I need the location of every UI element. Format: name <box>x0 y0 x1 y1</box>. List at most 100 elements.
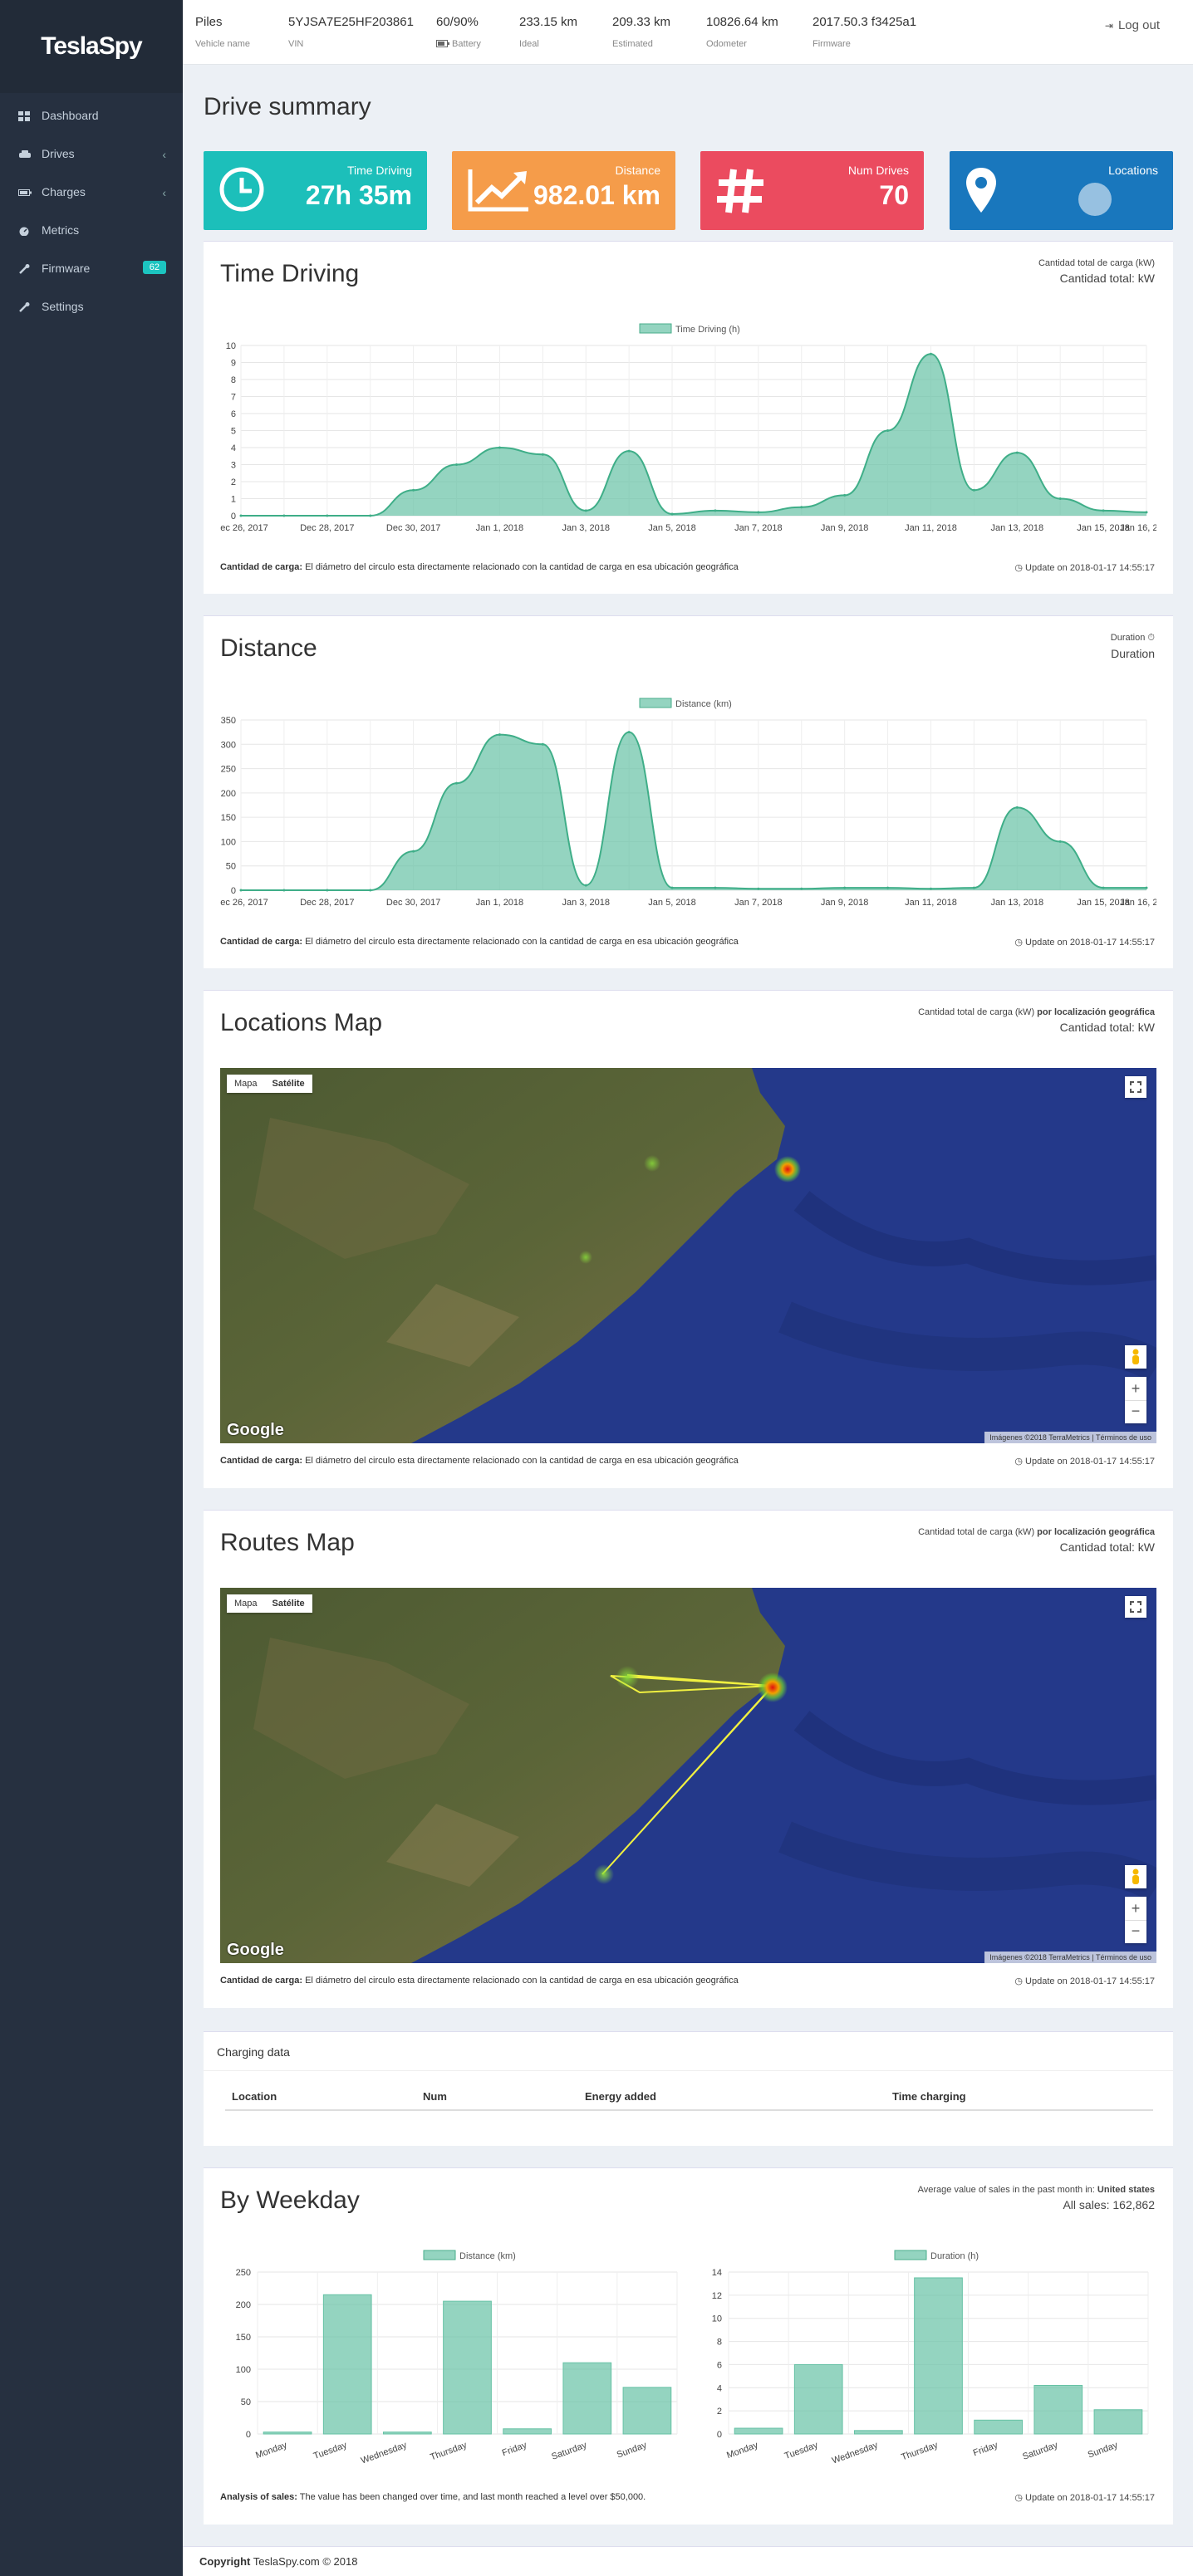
logout-label: Log out <box>1117 18 1160 32</box>
legend-label: Distance (km) <box>675 699 732 709</box>
zoom-in-button[interactable]: + <box>1131 1900 1141 1917</box>
clock-icon: ◷ <box>1014 563 1026 573</box>
column-header-num[interactable]: Num <box>416 2084 578 2111</box>
data-point <box>670 512 674 516</box>
distance-chart: Distance (km) 0 50 100 150 200 250 300 350 Dec 26… <box>220 698 1156 908</box>
sidebar-item-dashboard[interactable]: Dashboard <box>0 96 183 135</box>
data-point <box>369 889 372 892</box>
sidebar-item-drives[interactable]: Drives ‹ <box>0 135 183 173</box>
fullscreen-button[interactable] <box>1125 1596 1146 1618</box>
pegman-icon <box>1132 1868 1139 1884</box>
card-header-divider <box>204 2070 1173 2071</box>
data-point <box>282 514 286 517</box>
ideal-range-value: 233.15 km <box>519 15 578 29</box>
data-point <box>929 352 932 355</box>
kpi-value: 27h 35m <box>305 180 412 210</box>
satellite-button[interactable]: Satélite <box>272 1079 305 1089</box>
y-tick-label: 0 <box>246 2430 251 2440</box>
bar <box>974 2419 1023 2435</box>
card-meta: Average value of sales in the past month… <box>918 2185 1155 2211</box>
footnote-text: The value has been changed over time, an… <box>299 2492 646 2502</box>
x-tick-label: Jan 11, 2018 <box>905 898 957 908</box>
meta-caption-text: Duration <box>1110 633 1146 643</box>
sidebar-item-firmware[interactable]: Firmware 62 <box>0 249 183 287</box>
y-tick-label: 7 <box>231 393 236 403</box>
brand-logo[interactable]: TeslaSpy <box>0 0 183 93</box>
bar <box>793 2363 843 2435</box>
x-tick-label: Jan 3, 2018 <box>562 898 610 908</box>
x-tick-label: Wednesday <box>360 2440 409 2466</box>
y-tick-label: 10 <box>712 2314 722 2324</box>
card-footnote: Cantidad de carga: El diámetro del circu… <box>220 562 739 572</box>
y-tick-label: 1 <box>231 495 236 505</box>
bar <box>914 2277 963 2435</box>
fullscreen-button[interactable] <box>1125 1076 1146 1098</box>
card-title: By Weekday <box>220 2187 360 2214</box>
x-tick-label: Jan 16, 2018 <box>1120 523 1156 533</box>
copyright-text[interactable]: TeslaSpy.com © 2018 <box>253 2555 358 2568</box>
data-point <box>627 449 631 453</box>
update-text: Update on 2018-01-17 14:55:17 <box>1025 2493 1155 2503</box>
sidebar-item-settings[interactable]: Settings <box>0 287 183 326</box>
terms-link[interactable]: Términos de uso <box>1095 1433 1151 1442</box>
zoom-in-button[interactable]: + <box>1131 1380 1141 1397</box>
map-button[interactable]: Mapa <box>234 1079 258 1089</box>
y-tick-label: 50 <box>241 2397 251 2407</box>
satellite-button[interactable]: Satélite <box>272 1599 305 1609</box>
y-tick-label: 9 <box>231 359 236 369</box>
x-tick-label: Jan 9, 2018 <box>821 898 869 908</box>
meta-total: Cantidad total: kW <box>1059 1021 1155 1034</box>
y-tick-label: 4 <box>717 2383 722 2393</box>
street-view-pegman[interactable] <box>1125 1345 1146 1369</box>
sidebar-item-charges[interactable]: Charges ‹ <box>0 173 183 211</box>
x-tick-label: Monday <box>254 2440 288 2461</box>
street-view-pegman[interactable] <box>1125 1865 1146 1888</box>
x-tick-label: Jan 15, 2018 <box>1077 898 1130 908</box>
card-title: Locations Map <box>220 1009 383 1036</box>
card-footnote: Analysis of sales: The value has been ch… <box>220 2492 646 2502</box>
data-point <box>239 514 243 517</box>
data-point <box>972 488 975 492</box>
num-drives-tile[interactable]: Num Drives 70 <box>700 151 924 230</box>
footnote-label: Cantidad de carga: <box>220 937 303 947</box>
terms-link[interactable]: Términos de uso <box>1095 1953 1151 1961</box>
x-tick-label: Dec 28, 2017 <box>300 898 354 908</box>
fullscreen-icon <box>1130 1081 1141 1093</box>
logout-button[interactable]: ⇥ Log out <box>1105 18 1160 32</box>
y-tick-label: 300 <box>221 740 236 750</box>
y-tick-label: 0 <box>231 886 236 896</box>
sidebar-item-metrics[interactable]: Metrics <box>0 211 183 249</box>
zoom-out-button[interactable]: − <box>1125 1400 1146 1423</box>
data-point <box>843 886 847 889</box>
card-footnote: Cantidad de carga: El diámetro del circu… <box>220 1456 739 1466</box>
legend-label: Distance (km) <box>459 2251 516 2261</box>
x-tick-label: Jan 9, 2018 <box>821 523 869 533</box>
column-header-time[interactable]: Time charging <box>886 2084 1153 2111</box>
y-tick-label: 10 <box>226 341 236 351</box>
y-tick-label: 12 <box>712 2291 722 2301</box>
data-point <box>369 514 372 517</box>
fullscreen-icon <box>1130 1601 1141 1613</box>
kpi-title: Locations <box>1108 164 1158 177</box>
distance-tile[interactable]: Distance 982.01 km <box>452 151 675 230</box>
kpi-title: Num Drives <box>847 164 909 177</box>
google-logo: Google <box>227 1421 284 1439</box>
column-header-energy[interactable]: Energy added <box>578 2084 886 2111</box>
time-driving-tile[interactable]: Time Driving 27h 35m <box>204 151 427 230</box>
locations-map[interactable]: Mapa Satélite + − Google Imágenes ©2018 Te… <box>220 1068 1156 1443</box>
zoom-out-button[interactable]: − <box>1125 1920 1146 1943</box>
y-tick-label: 0 <box>231 512 236 522</box>
column-header-location[interactable]: Location <box>225 2084 416 2111</box>
x-tick-label: Dec 30, 2017 <box>386 898 440 908</box>
meta-caption: Cantidad total de carga (kW) por localiz… <box>918 1527 1155 1537</box>
imagery-credit: Imágenes ©2018 TerraMetrics <box>989 1953 1090 1961</box>
chevron-left-icon: ‹ <box>162 148 166 161</box>
kpi-title: Time Driving <box>346 164 412 177</box>
routes-map[interactable]: Mapa Satélite + − Google Imágenes ©2018 Te… <box>220 1588 1156 1963</box>
locations-tile[interactable]: Locations <box>950 151 1173 230</box>
y-tick-label: 200 <box>221 789 236 799</box>
map-button[interactable]: Mapa <box>234 1599 258 1609</box>
battery-icon <box>436 40 449 47</box>
x-tick-label: Thursday <box>900 2440 940 2462</box>
card-title: Routes Map <box>220 1529 355 1556</box>
